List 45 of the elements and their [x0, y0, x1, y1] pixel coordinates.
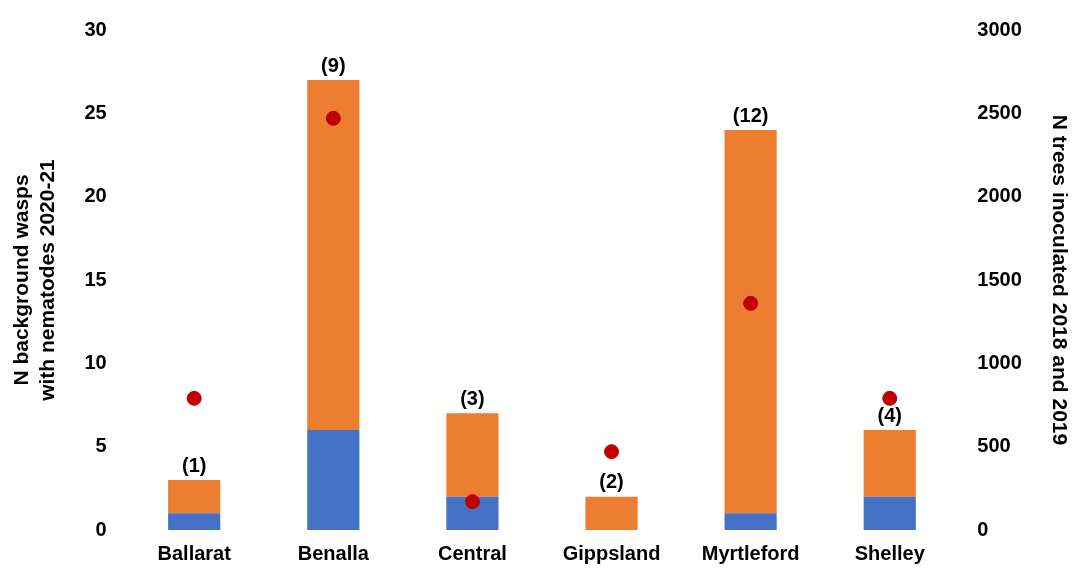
bar — [863, 430, 916, 497]
annotation: (1) — [181, 453, 207, 476]
x-tick-label: Gippsland — [562, 541, 661, 564]
y2-tick-label: 3000 — [977, 17, 1022, 40]
y2-tick-label: 500 — [977, 434, 1011, 457]
y-tick-label: 5 — [95, 434, 107, 457]
y2-tick-label: 1000 — [977, 350, 1022, 373]
x-tick-label: Myrtleford — [701, 541, 800, 564]
y2-tick-label: 2500 — [977, 100, 1022, 123]
bar — [724, 513, 777, 530]
y-axis-title: N background wasps with nematodes 2020-21 — [9, 158, 58, 402]
point — [882, 390, 898, 406]
annotation: (12) — [732, 103, 769, 126]
point — [604, 444, 620, 460]
bar — [585, 496, 638, 530]
point — [464, 494, 480, 510]
annotation: (3) — [460, 386, 485, 409]
y-tick-label: 20 — [84, 184, 107, 207]
annotation: (2) — [599, 470, 624, 493]
x-tick-label: Central — [437, 541, 507, 564]
y-tick-label: 25 — [84, 100, 107, 123]
y-tick-label: 0 — [95, 517, 107, 540]
y-tick-label: 10 — [84, 350, 107, 373]
point — [325, 110, 341, 126]
bar — [168, 513, 221, 530]
bar — [307, 80, 360, 430]
x-tick-label: Shelley — [854, 541, 926, 564]
point — [186, 390, 202, 406]
y2-tick-label: 2000 — [977, 184, 1022, 207]
y-tick-label: 30 — [84, 17, 107, 40]
y2-tick-label: 1500 — [977, 267, 1022, 290]
bar — [446, 496, 499, 530]
bar — [446, 413, 499, 497]
bar — [863, 496, 916, 530]
y2-axis-title: N trees inoculated 2018 and 2019 — [1048, 114, 1072, 446]
x-tick-label: Benalla — [297, 541, 370, 564]
bar — [307, 430, 360, 530]
annotation: (9) — [321, 53, 346, 76]
bar — [724, 130, 777, 514]
bar — [168, 480, 221, 514]
y-tick-label: 15 — [84, 267, 107, 290]
annotation: (4) — [877, 403, 902, 426]
point — [743, 295, 759, 311]
y2-tick-label: 0 — [977, 517, 989, 540]
x-tick-label: Ballarat — [157, 541, 232, 564]
